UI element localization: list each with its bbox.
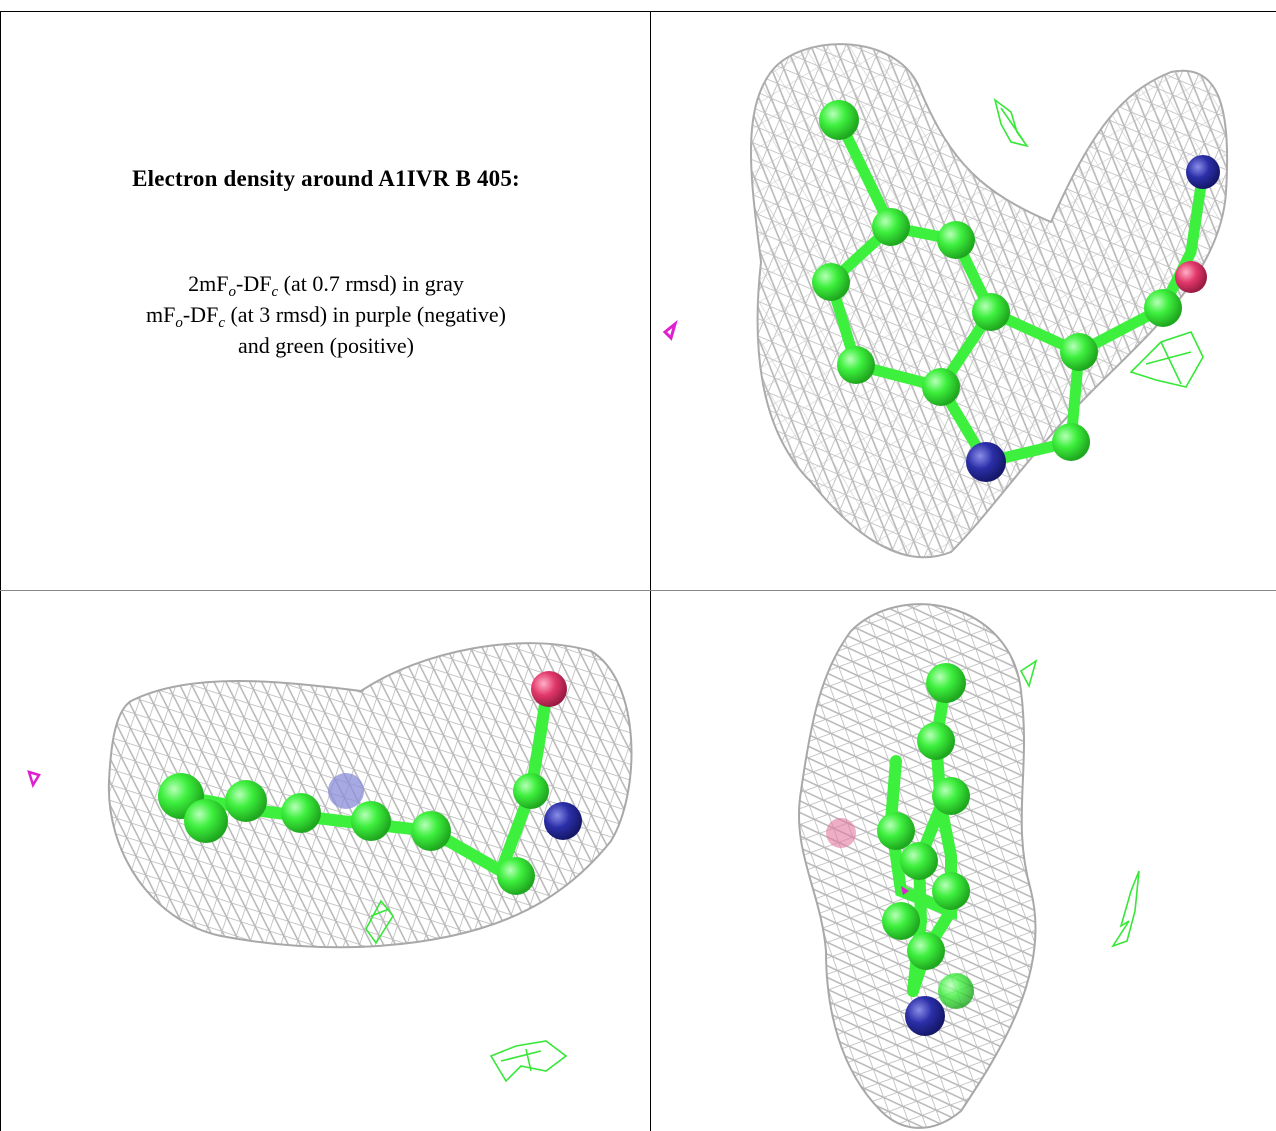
caption-text: 2mF (188, 271, 229, 296)
carbon-atom (917, 722, 955, 760)
caption-sub: o (175, 315, 183, 331)
carbon-atom (882, 902, 920, 940)
ligand-bonds (175, 685, 553, 880)
caption-text: mF (146, 302, 176, 327)
oxygen-atom (531, 671, 567, 707)
carbon-atom (819, 100, 859, 140)
view-bottom-right (651, 591, 1276, 1131)
caption-text: (at 0.7 rmsd) in gray (278, 271, 464, 296)
carbon-atom (351, 801, 391, 841)
ligand-atoms (158, 671, 582, 895)
caption-sub: c (271, 284, 279, 300)
carbon-atom (184, 799, 228, 843)
border-left (0, 11, 1, 1131)
carbon-atom (1052, 423, 1090, 461)
caption-line-green: and green (positive) (238, 333, 414, 358)
carbon-atom (812, 263, 850, 301)
nitrogen-atom (905, 996, 945, 1036)
carbon-atom (900, 842, 938, 880)
carbon-atom (1060, 333, 1098, 371)
carbon-atom (225, 780, 267, 822)
negative-density-purple (27, 770, 41, 789)
ligand-atoms (826, 663, 974, 1036)
border-middle (650, 11, 651, 1131)
negative-density-purple (901, 886, 909, 895)
carbon-atom (411, 811, 451, 851)
carbon-atom (932, 777, 970, 815)
ligand-atoms (812, 100, 1220, 482)
carbon-atom (907, 932, 945, 970)
carbon-atom (972, 293, 1010, 331)
oxygen-atom (1175, 261, 1207, 293)
oxygen-atom (826, 818, 856, 848)
positive-density-green (1019, 659, 1140, 948)
carbon-atom (938, 973, 974, 1009)
carbon-atom (513, 773, 549, 809)
carbon-atom (497, 857, 535, 895)
carbon-atom (922, 368, 960, 406)
carbon-atom (837, 346, 875, 384)
carbon-atom (281, 793, 321, 833)
positive-density-green (365, 899, 568, 1083)
view-top-right (651, 12, 1276, 590)
caption-line-mfo: mFo-DFc (at 3 rmsd) in purple (negative) (20, 299, 632, 331)
caption-text: -DF (182, 302, 219, 327)
density-render-bottom-right (797, 603, 1140, 1129)
caption-sub: c (218, 315, 225, 331)
nitrogen-atom (1186, 155, 1220, 189)
carbon-atom (926, 663, 966, 703)
border-top (0, 11, 1276, 12)
nitrogen-atom (544, 802, 582, 840)
caption-text: -DF (236, 271, 272, 296)
caption-text: (at 3 rmsd) in purple (negative) (224, 302, 506, 327)
nitrogen-atom (328, 773, 364, 809)
carbon-atom (937, 221, 975, 259)
density-render-bottom-left (27, 642, 633, 1083)
caption-sub: o (228, 284, 237, 300)
nitrogen-atom (966, 442, 1006, 482)
density-render-top-right (662, 43, 1229, 559)
border-row-divider (0, 590, 1276, 591)
caption-line-2mfo: 2mFo-DFc (at 0.7 rmsd) in gray (20, 268, 632, 300)
positive-density-green (993, 98, 1204, 388)
figure-caption: Electron density around A1IVR B 405: 2mF… (20, 166, 632, 361)
carbon-atom (872, 208, 910, 246)
caption-title: Electron density around A1IVR B 405: (132, 166, 520, 191)
view-bottom-left (1, 591, 650, 1131)
negative-density-purple (662, 319, 678, 341)
carbon-atom (932, 872, 970, 910)
carbon-atom (1144, 289, 1182, 327)
carbon-atom (877, 812, 915, 850)
